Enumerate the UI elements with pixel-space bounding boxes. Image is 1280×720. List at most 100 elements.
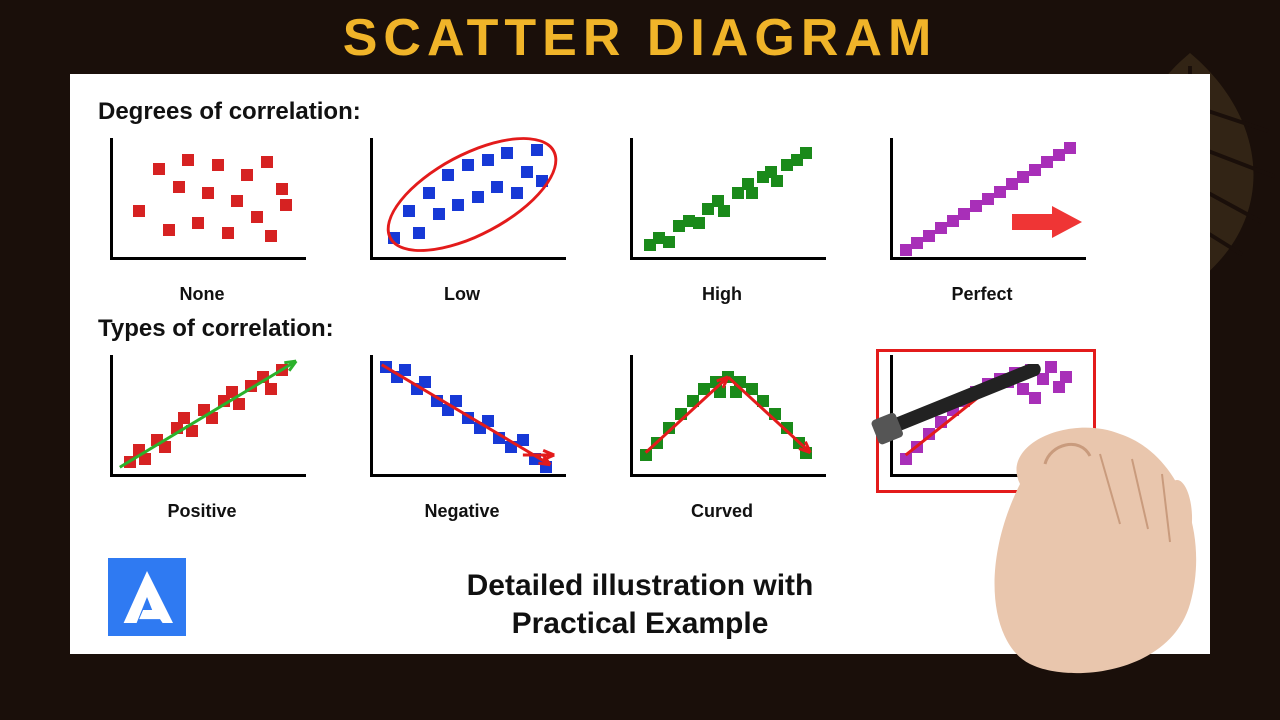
scatter-plot bbox=[92, 349, 312, 499]
type-plot-curved: Curved bbox=[612, 349, 832, 522]
degree-plot-none: None bbox=[92, 132, 312, 305]
data-point bbox=[265, 383, 277, 395]
data-point bbox=[531, 144, 543, 156]
data-point bbox=[640, 449, 652, 461]
data-point bbox=[206, 412, 218, 424]
data-point bbox=[687, 395, 699, 407]
data-point bbox=[388, 232, 400, 244]
degrees-row: NoneLowHighPerfect bbox=[92, 132, 1188, 305]
data-point bbox=[505, 441, 517, 453]
data-point bbox=[261, 156, 273, 168]
data-point bbox=[529, 453, 541, 465]
data-point bbox=[911, 237, 923, 249]
data-point bbox=[178, 412, 190, 424]
data-point bbox=[970, 200, 982, 212]
data-point bbox=[450, 395, 462, 407]
data-point bbox=[1041, 156, 1053, 168]
data-point bbox=[771, 175, 783, 187]
type-plot-negative: Negative bbox=[352, 349, 572, 522]
scatter-plot bbox=[352, 132, 572, 282]
data-point bbox=[1053, 149, 1065, 161]
data-point bbox=[757, 395, 769, 407]
scatter-plot bbox=[872, 132, 1092, 282]
data-point bbox=[462, 412, 474, 424]
data-point bbox=[698, 383, 710, 395]
content-panel: Degrees of correlation: NoneLowHighPerfe… bbox=[70, 74, 1210, 654]
plot-label: None bbox=[180, 284, 225, 305]
points-layer bbox=[110, 355, 306, 477]
data-point bbox=[958, 208, 970, 220]
data-point bbox=[663, 236, 675, 248]
data-point bbox=[491, 181, 503, 193]
data-point bbox=[935, 416, 947, 428]
data-point bbox=[431, 395, 443, 407]
data-point bbox=[521, 166, 533, 178]
data-point bbox=[517, 434, 529, 446]
data-point bbox=[182, 154, 194, 166]
data-point bbox=[781, 422, 793, 434]
scatter-plot bbox=[612, 349, 832, 499]
data-point bbox=[241, 169, 253, 181]
data-point bbox=[1009, 367, 1021, 379]
data-point bbox=[714, 386, 726, 398]
type-plot-partial bbox=[872, 349, 1092, 522]
points-layer bbox=[890, 138, 1086, 260]
scatter-plot bbox=[612, 132, 832, 282]
data-point bbox=[380, 361, 392, 373]
degree-plot-perfect: Perfect bbox=[872, 132, 1092, 305]
data-point bbox=[730, 386, 742, 398]
data-point bbox=[192, 217, 204, 229]
points-layer bbox=[890, 355, 1086, 477]
data-point bbox=[186, 425, 198, 437]
data-point bbox=[923, 230, 935, 242]
data-point bbox=[452, 199, 464, 211]
data-point bbox=[1025, 364, 1037, 376]
data-point bbox=[251, 211, 263, 223]
data-point bbox=[403, 205, 415, 217]
data-point bbox=[233, 398, 245, 410]
data-point bbox=[493, 432, 505, 444]
data-point bbox=[651, 437, 663, 449]
degrees-heading: Degrees of correlation: bbox=[98, 98, 1188, 126]
data-point bbox=[947, 215, 959, 227]
data-point bbox=[124, 456, 136, 468]
data-point bbox=[540, 461, 552, 473]
data-point bbox=[746, 187, 758, 199]
subtitle-line2: Practical Example bbox=[467, 605, 814, 643]
type-plot-positive: Positive bbox=[92, 349, 312, 522]
data-point bbox=[1037, 373, 1049, 385]
plot-label: Curved bbox=[691, 501, 753, 522]
data-point bbox=[231, 195, 243, 207]
plot-label: Low bbox=[444, 284, 480, 305]
data-point bbox=[280, 199, 292, 211]
data-point bbox=[536, 175, 548, 187]
data-point bbox=[257, 371, 269, 383]
data-point bbox=[511, 187, 523, 199]
scatter-plot bbox=[352, 349, 572, 499]
data-point bbox=[800, 447, 812, 459]
data-point bbox=[769, 408, 781, 420]
types-row: PositiveNegative Curved bbox=[92, 349, 1188, 522]
data-point bbox=[800, 147, 812, 159]
points-layer bbox=[630, 138, 826, 260]
data-point bbox=[276, 364, 288, 376]
data-point bbox=[153, 163, 165, 175]
plot-label: Perfect bbox=[951, 284, 1012, 305]
data-point bbox=[982, 193, 994, 205]
data-point bbox=[482, 154, 494, 166]
degree-plot-low: Low bbox=[352, 132, 572, 305]
data-point bbox=[419, 376, 431, 388]
data-point bbox=[1029, 164, 1041, 176]
data-point bbox=[947, 404, 959, 416]
data-point bbox=[1060, 371, 1072, 383]
data-point bbox=[746, 383, 758, 395]
data-point bbox=[276, 183, 288, 195]
data-point bbox=[265, 230, 277, 242]
data-point bbox=[722, 371, 734, 383]
data-point bbox=[482, 415, 494, 427]
data-point bbox=[245, 380, 257, 392]
data-point bbox=[911, 441, 923, 453]
data-point bbox=[1017, 171, 1029, 183]
data-point bbox=[133, 205, 145, 217]
data-point bbox=[1006, 178, 1018, 190]
